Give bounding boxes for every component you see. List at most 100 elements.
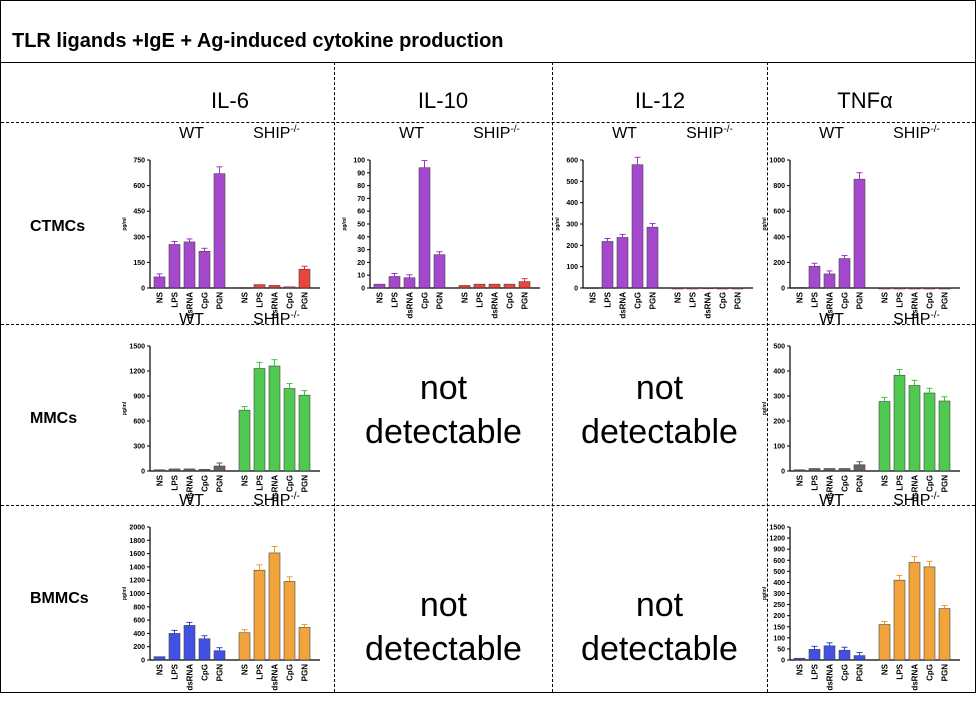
y-tick-label: 600 xyxy=(133,183,145,190)
chart-svg: 0 10 20 30 40 50 60 70 80 90 100 pg/ml WT NS LPS dsRNA C… xyxy=(342,124,540,319)
group-label-superscript: -/- xyxy=(510,124,519,135)
bar xyxy=(923,287,936,290)
bar-chart-bmmcs-tnf: 0 50 100 150 200 250 300 400 500 600 900 1200 1500 pg… xyxy=(762,491,970,711)
category-label: NS xyxy=(589,291,598,303)
category-label: PGN xyxy=(856,292,865,310)
bar xyxy=(488,283,501,289)
bar-chart-mmcs-tnf: 0 100 200 300 400 500 pg/ml WT NS LPS dsRNA CpG PGN S… xyxy=(762,310,970,522)
category-label: CpG xyxy=(719,292,728,309)
y-tick-label: 1500 xyxy=(129,344,145,351)
category-label: CpG xyxy=(841,475,850,492)
bar xyxy=(646,226,659,289)
y-tick-label: 300 xyxy=(566,222,578,229)
bar xyxy=(616,237,629,289)
y-tick-label: 450 xyxy=(133,209,145,216)
y-tick-label: 300 xyxy=(773,394,785,401)
category-label: LPS xyxy=(171,474,180,490)
bar xyxy=(938,400,951,472)
y-tick-label: 0 xyxy=(781,658,785,665)
category-label: LPS xyxy=(256,291,265,307)
group-label: SHIP-/- xyxy=(686,124,733,142)
column-header-il12: IL-12 xyxy=(634,88,686,113)
not-detectable-line1: not xyxy=(635,586,684,624)
bar xyxy=(823,468,836,472)
y-tick-label: 60 xyxy=(357,209,365,216)
bar xyxy=(893,374,906,472)
y-tick-label: 500 xyxy=(773,344,785,351)
category-label: NS xyxy=(376,291,385,303)
category-label: PGN xyxy=(649,292,658,310)
category-label: LPS xyxy=(171,291,180,307)
bar xyxy=(253,284,266,289)
category-label: LPS xyxy=(256,663,265,679)
y-tick-label: 300 xyxy=(133,444,145,451)
bar xyxy=(878,401,891,472)
column-header-tnfa: TNFα xyxy=(837,88,893,113)
category-label: CpG xyxy=(201,664,210,681)
bar xyxy=(908,287,921,290)
y-tick-label: 1400 xyxy=(129,564,145,571)
category-label: NS xyxy=(796,663,805,675)
category-label: CpG xyxy=(926,475,935,492)
bar xyxy=(238,632,251,661)
category-label: PGN xyxy=(941,475,950,493)
y-tick-label: 400 xyxy=(133,631,145,638)
not-detectable-mmcs-il10: not detectable xyxy=(336,366,551,454)
bar xyxy=(838,258,851,289)
group-label-superscript: -/- xyxy=(930,491,939,502)
category-label: CpG xyxy=(201,475,210,492)
not-detectable-bmmcs-il10: not detectable xyxy=(336,583,551,671)
bar xyxy=(168,244,181,289)
category-label: PGN xyxy=(301,475,310,493)
y-tick-label: 400 xyxy=(773,580,785,587)
bar xyxy=(298,394,311,472)
column-header-il6: IL-6 xyxy=(211,88,249,113)
row-divider-1 xyxy=(1,324,975,325)
bar xyxy=(298,627,311,661)
y-tick-label: 500 xyxy=(773,569,785,576)
category-label: PGN xyxy=(941,664,950,682)
category-label: LPS xyxy=(896,291,905,307)
y-tick-label: 1800 xyxy=(129,538,145,545)
bar xyxy=(716,287,729,290)
not-detectable-line1: not xyxy=(419,369,468,407)
chart-svg: 0 200 400 600 800 1000 1200 1400 1600 1800 2000 pg/… xyxy=(122,491,320,691)
bar xyxy=(213,465,226,472)
chart-svg: 0 150 300 450 600 750 pg/ml WT NS LPS dsRNA CpG PGN S… xyxy=(122,124,320,319)
category-label: NS xyxy=(156,291,165,303)
group-label: SHIP-/- xyxy=(253,491,300,509)
group-label: WT xyxy=(179,311,204,328)
bar-chart-ctmcs-il12: 0 100 200 300 400 500 600 pg/ml WT NS LPS dsRNA CpG P… xyxy=(555,124,763,339)
y-tick-label: 600 xyxy=(566,158,578,165)
category-label: LPS xyxy=(811,663,820,679)
bar xyxy=(183,468,196,472)
y-tick-label: 200 xyxy=(773,260,785,267)
bar xyxy=(253,569,266,661)
bar xyxy=(923,566,936,661)
category-label: dsRNA xyxy=(704,292,713,319)
y-tick-label: 40 xyxy=(357,234,365,241)
bar xyxy=(878,287,891,290)
y-tick-label: 70 xyxy=(357,196,365,203)
bar xyxy=(686,287,699,290)
y-tick-label: 100 xyxy=(773,444,785,451)
y-tick-label: 750 xyxy=(133,158,145,165)
category-label: dsRNA xyxy=(911,475,920,502)
bar-chart-ctmcs-tnf: 0 200 400 600 800 1000 pg/ml WT NS LPS dsRNA CpG PGN… xyxy=(762,124,970,339)
category-label: CpG xyxy=(286,475,295,492)
bar xyxy=(283,388,296,472)
bar xyxy=(893,287,906,290)
y-tick-label: 400 xyxy=(773,234,785,241)
bar xyxy=(183,625,196,661)
category-label: CpG xyxy=(286,664,295,681)
y-tick-label: 200 xyxy=(566,243,578,250)
bar xyxy=(298,268,311,289)
bar xyxy=(198,469,211,472)
category-label: CpG xyxy=(506,292,515,309)
bar-chart-ctmcs-il6: 0 150 300 450 600 750 pg/ml WT NS LPS dsRNA CpG PGN S… xyxy=(122,124,330,339)
bar xyxy=(671,287,684,290)
figure-title: TLR ligands +IgE + Ag-induced cytokine p… xyxy=(12,30,504,52)
category-label: LPS xyxy=(391,291,400,307)
y-tick-label: 0 xyxy=(361,286,365,293)
category-label: CpG xyxy=(421,292,430,309)
